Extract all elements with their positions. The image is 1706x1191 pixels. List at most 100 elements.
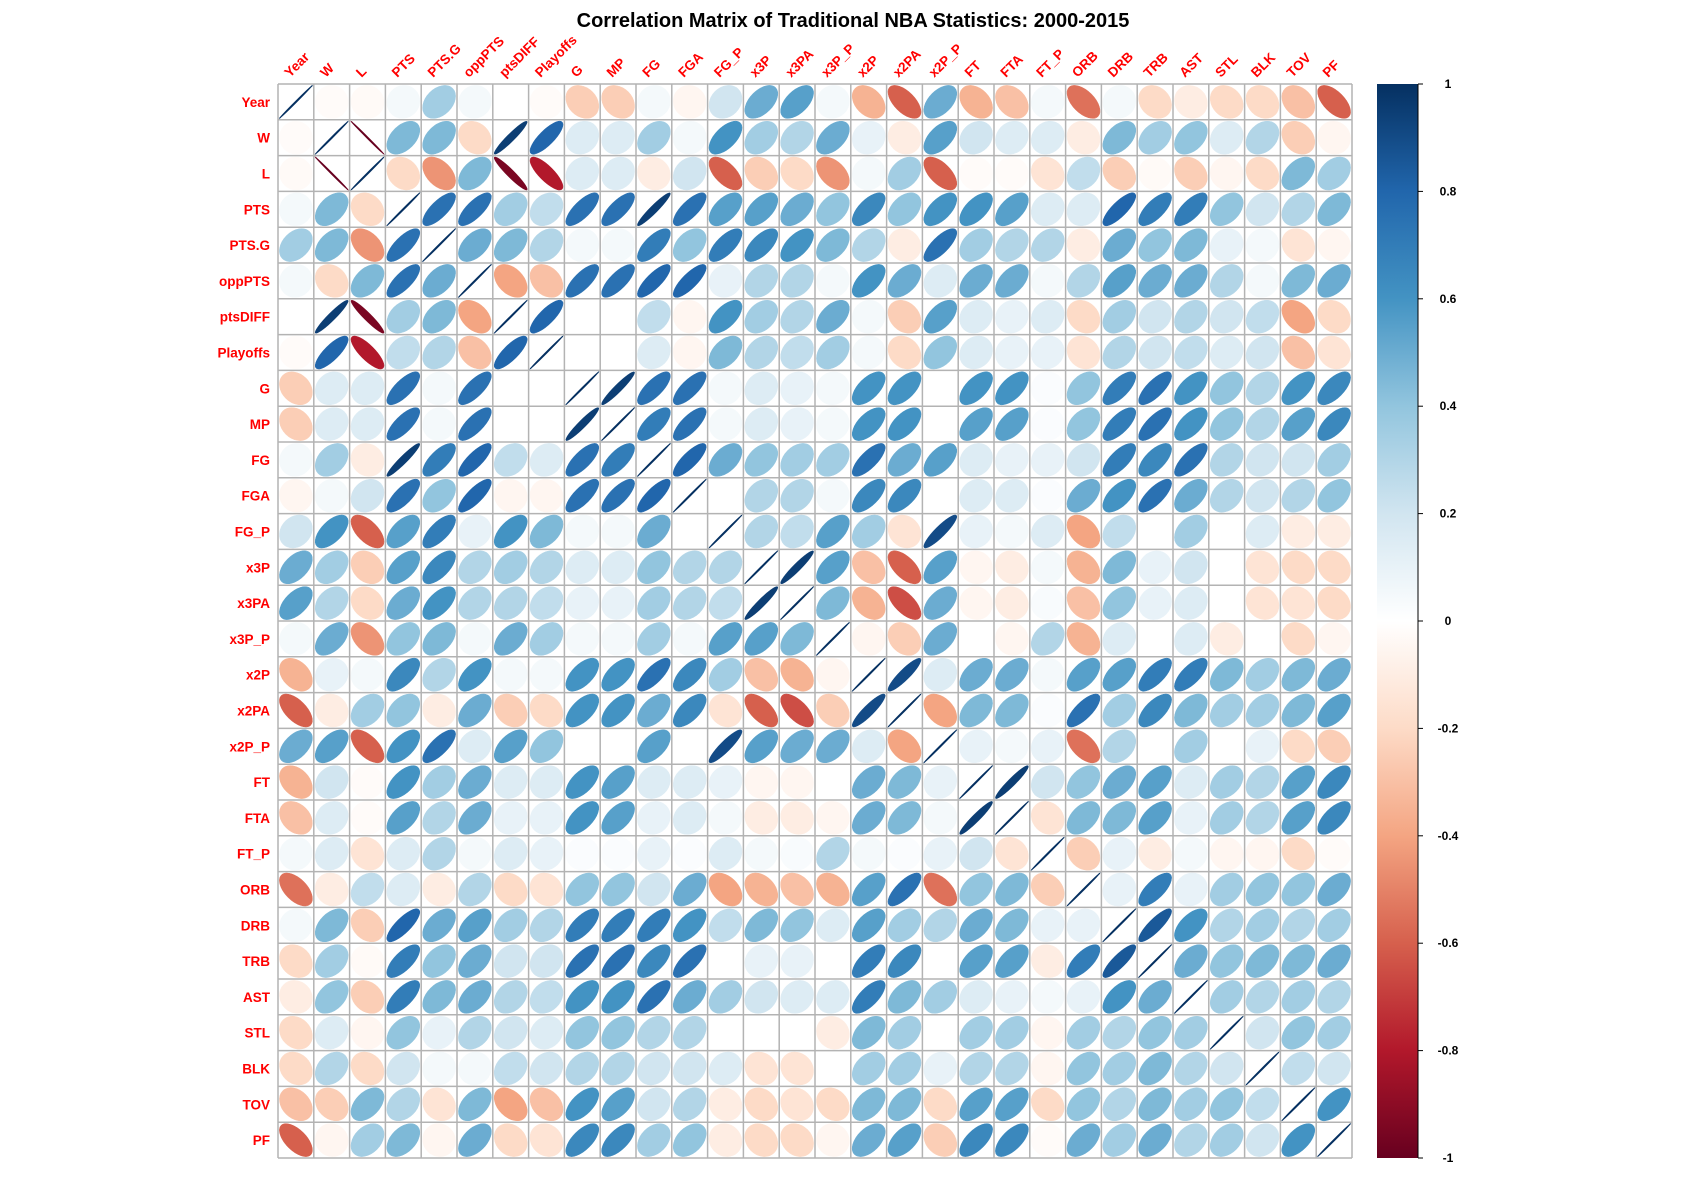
corr-ellipse-W-W [314,120,349,155]
corr-ellipse-x3PA-x3PA [779,585,815,621]
column-label: ORB [1069,48,1101,80]
row-label: x3P_P [229,632,270,647]
corr-ellipse-ptsDIFF-Playoffs [529,299,564,334]
corr-ellipse-MP-ptsDIFF [493,407,528,441]
corr-ellipse-FG_P-FT_P [1030,514,1065,549]
corr-ellipse-ORB-x2PA [887,872,922,907]
corr-ellipse-Playoffs-PF [1317,335,1351,370]
corr-ellipse-FTA-x2PA [887,801,922,835]
corr-ellipse-oppPTS-Year [279,264,313,298]
corr-ellipse-STL-x3PA [780,1015,814,1050]
corr-ellipse-BLK-FGA [672,1051,707,1086]
corr-ellipse-FG-x2PA [887,443,922,477]
corr-ellipse-FG_P-AST [1174,514,1208,549]
column-label: BLK [1248,50,1278,80]
corr-ellipse-W-BLK [1245,120,1280,155]
corr-ellipse-AST-TOV [1281,980,1316,1014]
corr-ellipse-MP-STL [1209,407,1244,441]
row-label: ptsDIFF [220,310,270,325]
corr-ellipse-TOV-TRB [1138,1087,1172,1122]
corr-ellipse-W-x2P_P [923,120,958,155]
corr-ellipse-DRB-x3P [744,908,779,943]
corr-ellipse-x2P_P-DRB [1102,729,1137,764]
corr-ellipse-PTS.G-BLK [1245,228,1280,262]
corr-ellipse-x3PA-AST [1174,586,1208,620]
corr-ellipse-PTS-W [314,192,349,227]
corr-ellipse-ORB-x3PA [780,872,814,907]
corr-ellipse-PF-x3PA [780,1123,814,1157]
corr-ellipse-BLK-DRB [1102,1051,1137,1086]
corr-ellipse-x2P-Playoffs [529,657,564,692]
corr-ellipse-G-PTS [386,371,421,406]
corr-ellipse-x3P_P-FTA [995,622,1029,656]
column-label: x3P [747,53,775,81]
corr-ellipse-x3P_P-G [565,622,600,656]
corr-ellipse-FT_P-oppPTS [458,836,492,871]
corr-ellipse-TOV-x3P_P [816,1087,850,1122]
corr-ellipse-PTS.G-Year [279,228,313,262]
corr-ellipse-x2P_P-BLK [1245,729,1280,764]
corr-ellipse-x3P_P-BLK [1245,622,1280,656]
corr-ellipse-FTA-DRB [1102,801,1137,835]
corr-ellipse-AST-x3P [744,980,779,1014]
corr-ellipse-x2P-G [565,657,600,692]
corr-ellipse-STL-DRB [1102,1015,1137,1050]
corr-ellipse-G-oppPTS [458,371,492,406]
corr-ellipse-PF-ptsDIFF [493,1123,528,1157]
corr-ellipse-L-FG [637,156,671,191]
corr-ellipse-PF-FTA [995,1123,1029,1157]
corr-ellipse-DRB-PTS.G [422,908,456,943]
corr-ellipse-FG_P-ptsDIFF [493,514,528,549]
corr-ellipse-Playoffs-FG_P [708,335,743,370]
corr-ellipse-x3P-FTA [995,550,1029,585]
corr-ellipse-FGA-Playoffs [529,478,564,513]
corr-ellipse-ptsDIFF-TOV [1281,299,1316,334]
corr-ellipse-AST-MP [601,980,635,1014]
corr-ellipse-PTS.G-TRB [1138,228,1172,262]
corr-ellipse-Playoffs-STL [1209,335,1244,370]
column-label: MP [604,55,629,80]
corr-ellipse-ORB-x2P [851,872,886,907]
row-label: FG_P [235,525,270,540]
corr-ellipse-MP-MP [600,406,636,442]
corr-ellipse-x3P_P-PF [1317,622,1351,656]
corr-ellipse-FT-Playoffs [529,765,564,799]
corr-ellipse-Year-x3PA [780,85,814,119]
corr-ellipse-PTS.G-STL [1209,228,1244,262]
corr-ellipse-L-FG_P [708,156,743,191]
corr-ellipse-FGA-FTA [995,478,1029,513]
corr-ellipse-TRB-FG_P [708,944,743,978]
corr-ellipse-AST-FT [959,980,993,1014]
corr-ellipse-L-MP [601,156,635,191]
corr-ellipse-MP-x3P [744,407,779,441]
corr-ellipse-x2PA-G [565,693,600,728]
corr-ellipse-ORB-Playoffs [529,872,564,907]
corr-ellipse-PTS.G-FT_P [1030,228,1065,262]
column-label: FG_P [711,45,747,81]
corr-ellipse-STL-G [565,1015,600,1050]
row-label: x2P_P [229,739,270,754]
corr-ellipse-PTS.G-x3P [744,228,779,262]
corr-ellipse-x3PA-MP [601,586,635,620]
column-label: Year [281,49,312,80]
corr-ellipse-MP-FG [637,407,671,441]
corr-ellipse-x2P-FTA [995,657,1029,692]
corr-ellipse-x2P_P-Playoffs [529,729,564,764]
corr-ellipse-x2PA-FG [637,693,671,728]
corr-ellipse-FG_P-x3PA [780,514,814,549]
corr-ellipse-x3P-FT_P [1030,550,1065,585]
corr-ellipse-TRB-x2P [851,944,886,978]
corr-ellipse-FG-ptsDIFF [493,443,528,477]
corr-ellipse-FT_P-BLK [1245,836,1280,871]
corr-ellipse-ptsDIFF-Year [279,299,313,334]
corr-ellipse-G-MP [601,371,635,406]
corr-ellipse-x3PA-oppPTS [458,586,492,620]
corr-ellipse-MP-L [350,407,385,441]
corr-ellipse-FT-PTS [386,765,421,799]
corr-ellipse-x2PA-AST [1174,693,1208,728]
corr-ellipse-x3P-x2P_P [923,550,958,585]
corr-ellipse-x3P_P-STL [1209,622,1244,656]
corr-ellipse-PTS-STL [1209,192,1244,227]
corr-ellipse-TRB-PTS.G [422,944,456,978]
corr-ellipse-FTA-FT [959,801,993,835]
